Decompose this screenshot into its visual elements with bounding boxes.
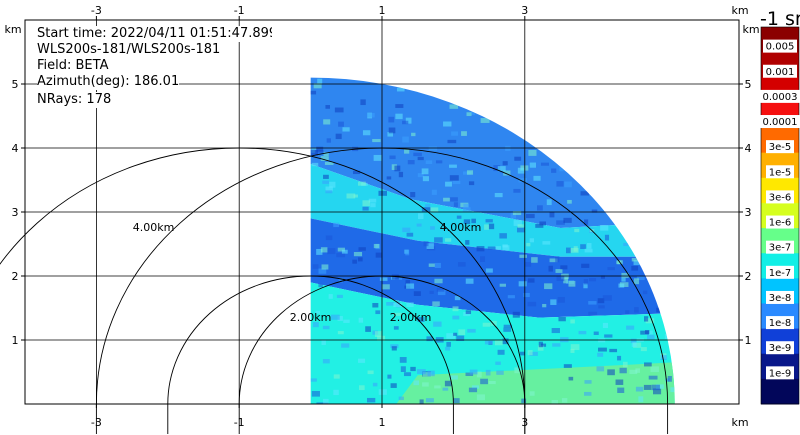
colorbar-label-bg — [763, 64, 797, 78]
colorbar-label-bg — [766, 190, 794, 204]
colorbar-label: 1e-6 — [769, 218, 792, 229]
colorbar-label-bg — [766, 341, 794, 355]
colorbar-label: 0.0001 — [763, 117, 798, 128]
x-tick-label-bottom: 1 — [379, 416, 386, 429]
ticks — [21, 16, 743, 408]
range-ring-label: 4.00km — [440, 221, 482, 234]
colorbar-label-bg — [766, 140, 794, 154]
y-tick-label-left: 1 — [12, 334, 19, 347]
y-tick-label-right: 1 — [745, 334, 752, 347]
colorbar-label: 3e-7 — [769, 243, 792, 254]
colorbar-label-bg — [760, 89, 800, 103]
colorbar-label: 3e-6 — [769, 192, 792, 203]
colorbar-frame — [760, 26, 800, 405]
colorbar-label-bg — [766, 165, 794, 179]
site-text: WLS200s-181/WLS200s-181 — [37, 42, 221, 58]
y-tick-label-right: 4 — [745, 142, 752, 155]
colorbar-label-bg — [763, 39, 797, 53]
azimuth-text: Azimuth(deg): 186.01 — [37, 74, 180, 90]
colorbar-label: 1e-5 — [769, 167, 792, 178]
colorbar-segment — [761, 378, 799, 405]
y-tick-label-right: 3 — [745, 206, 752, 219]
colorbar-label: 3e-5 — [769, 142, 792, 153]
x-tick-label-top: 1 — [379, 4, 386, 17]
nrays-text: NRays: 178 — [37, 92, 112, 108]
x-tick-label-bottom: -3 — [91, 416, 102, 429]
colorbar-label: 3e-8 — [769, 293, 792, 304]
colorbar-label-bg — [760, 115, 800, 129]
colorbar-label: 1e-9 — [769, 368, 792, 379]
y-axis-label-right: km — [742, 23, 759, 36]
y-tick-label-right: 2 — [745, 270, 752, 283]
y-tick-label-left: 5 — [12, 78, 19, 91]
range-ring-label: 2.00km — [290, 311, 332, 324]
y-tick-label-left: 4 — [12, 142, 19, 155]
colorbar-title: -1 sr — [760, 8, 800, 30]
start-time-text: Start time: 2022/04/11 01:51:47.899 — [37, 26, 272, 42]
range-ring-label: 4.00km — [133, 221, 175, 234]
colorbar-label-bg — [766, 265, 794, 279]
x-tick-label-top: -3 — [91, 4, 102, 17]
x-tick-label-top: 3 — [521, 4, 528, 17]
colorbar-label-bg — [766, 366, 794, 380]
colorbar-label-bg — [766, 240, 794, 254]
x-axis-label-top: km — [731, 4, 748, 17]
y-tick-label-left: 3 — [12, 206, 19, 219]
range-ring — [238, 275, 526, 434]
colorbar-label: 1e-7 — [769, 268, 792, 279]
colorbar-label-bg — [766, 290, 794, 304]
colorbar-label-bg — [766, 215, 794, 229]
colorbar-label: 0.001 — [766, 67, 795, 78]
x-tick-label-bottom: -1 — [234, 416, 245, 429]
y-tick-label-right: 5 — [745, 78, 752, 91]
range-ring — [0, 147, 526, 434]
colorbar-label: 3e-9 — [769, 343, 792, 354]
x-axis-label-bottom: km — [731, 416, 748, 429]
colorbar-label: 1e-8 — [769, 318, 792, 329]
colorbar-label: 0.0003 — [763, 92, 798, 103]
field-text: Field: BETA — [37, 58, 109, 74]
range-ring — [95, 147, 669, 434]
scan-info: Start time: 2022/04/11 01:51:47.899 WLS2… — [30, 22, 272, 112]
y-tick-label-left: 2 — [12, 270, 19, 283]
colorbar-label-bg — [766, 316, 794, 330]
range-ring-label: 2.00km — [390, 311, 432, 324]
x-tick-label-top: -1 — [234, 4, 245, 17]
range-rings — [0, 147, 669, 434]
x-tick-label-bottom: 3 — [521, 416, 528, 429]
range-ring — [167, 275, 454, 434]
colorbar-label: 0.005 — [766, 42, 795, 53]
y-axis-label-left: km — [4, 23, 21, 36]
